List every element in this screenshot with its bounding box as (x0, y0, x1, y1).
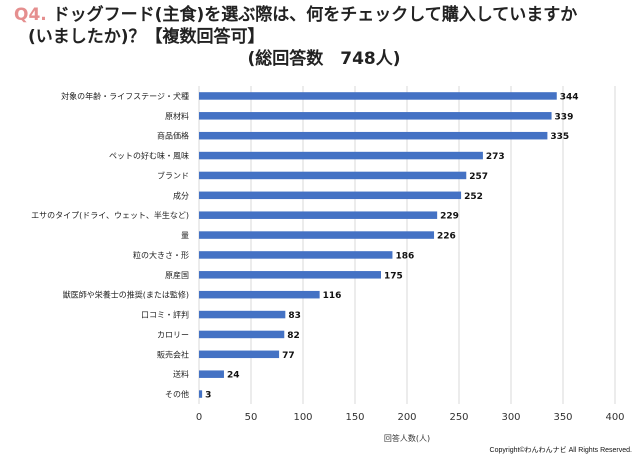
bar-10 (199, 290, 320, 299)
category-label-6: エサのタイプ(ドライ、ウェット、半生など) (31, 210, 189, 220)
value-label-13: 77 (282, 351, 295, 361)
category-label-12: カロリー (157, 330, 189, 339)
x-tick-label-4: 200 (397, 412, 416, 423)
bar-14 (199, 370, 224, 378)
category-label-1: 原材料 (165, 111, 189, 121)
category-label-0: 対象の年齢・ライフステージ・犬種 (61, 91, 189, 101)
title-line-1: Q4. ドッグフード(主食)を選ぶ際は、何をチェックして購入していますか (14, 4, 634, 26)
category-label-7: 量 (181, 231, 189, 240)
bar-3 (199, 151, 483, 160)
category-label-11: 口コミ・評判 (141, 310, 189, 320)
category-label-13: 販売会社 (157, 349, 189, 359)
x-tick-label-8: 400 (605, 412, 624, 423)
value-label-2: 335 (550, 132, 569, 142)
bar-6 (199, 211, 438, 219)
x-tick-label-3: 150 (345, 412, 364, 423)
category-label-15: その他 (165, 389, 189, 399)
value-label-0: 344 (560, 92, 579, 102)
value-label-3: 273 (486, 152, 505, 162)
x-tick-label-6: 300 (501, 412, 520, 423)
bar-4 (199, 171, 467, 180)
category-label-14: 送料 (173, 369, 189, 379)
category-label-2: 商品価格 (157, 131, 189, 141)
bar-7 (199, 231, 435, 239)
bar-15 (199, 390, 203, 398)
value-label-8: 186 (395, 251, 414, 261)
bar-2 (199, 131, 548, 140)
chart-title: Q4. ドッグフード(主食)を選ぶ際は、何をチェックして購入していますか (いま… (14, 4, 634, 70)
bar-9 (199, 271, 381, 279)
bar-8 (199, 251, 393, 259)
bar-5 (199, 191, 462, 200)
x-tick-label-1: 50 (245, 412, 258, 423)
value-label-5: 252 (464, 192, 483, 202)
x-tick-label-2: 100 (293, 412, 312, 423)
x-tick-label-7: 350 (553, 412, 572, 423)
bar-11 (199, 310, 286, 319)
x-axis-label: 回答人数(人) (384, 433, 430, 443)
value-label-9: 175 (384, 271, 403, 281)
copyright: Copyright©わんわんナビ All Rights Reserved. (489, 447, 632, 454)
category-label-9: 原産国 (165, 270, 189, 280)
question-text: ドッグフード(主食)を選ぶ際は、何をチェックして購入していますか (52, 5, 578, 25)
bar-12 (199, 330, 285, 339)
bar-1 (199, 112, 552, 120)
title-line-3: (総回答数 748人) (247, 49, 401, 69)
value-label-4: 257 (469, 172, 488, 182)
bar-13 (199, 350, 280, 359)
value-label-12: 82 (287, 331, 300, 341)
category-label-10: 獣医師や栄養士の推奨(または監修) (63, 290, 189, 300)
category-label-8: 粒の大きさ・形 (133, 250, 189, 260)
question-number: Q4. (14, 5, 47, 25)
category-label-4: ブランド (157, 170, 189, 180)
bar-0 (199, 92, 557, 100)
value-label-14: 24 (227, 371, 240, 381)
value-label-7: 226 (437, 232, 456, 242)
value-label-11: 83 (288, 311, 301, 321)
value-label-6: 229 (440, 212, 459, 222)
value-label-1: 339 (555, 112, 574, 122)
value-label-15: 3 (205, 391, 211, 401)
category-label-5: 成分 (173, 190, 189, 200)
x-tick-label-0: 0 (196, 412, 202, 423)
value-label-10: 116 (323, 291, 342, 301)
category-label-3: ペットの好む味・風味 (109, 151, 189, 161)
title-line-2: (いましたか)？【複数回答可】 (28, 27, 265, 47)
x-tick-label-5: 250 (449, 412, 468, 423)
